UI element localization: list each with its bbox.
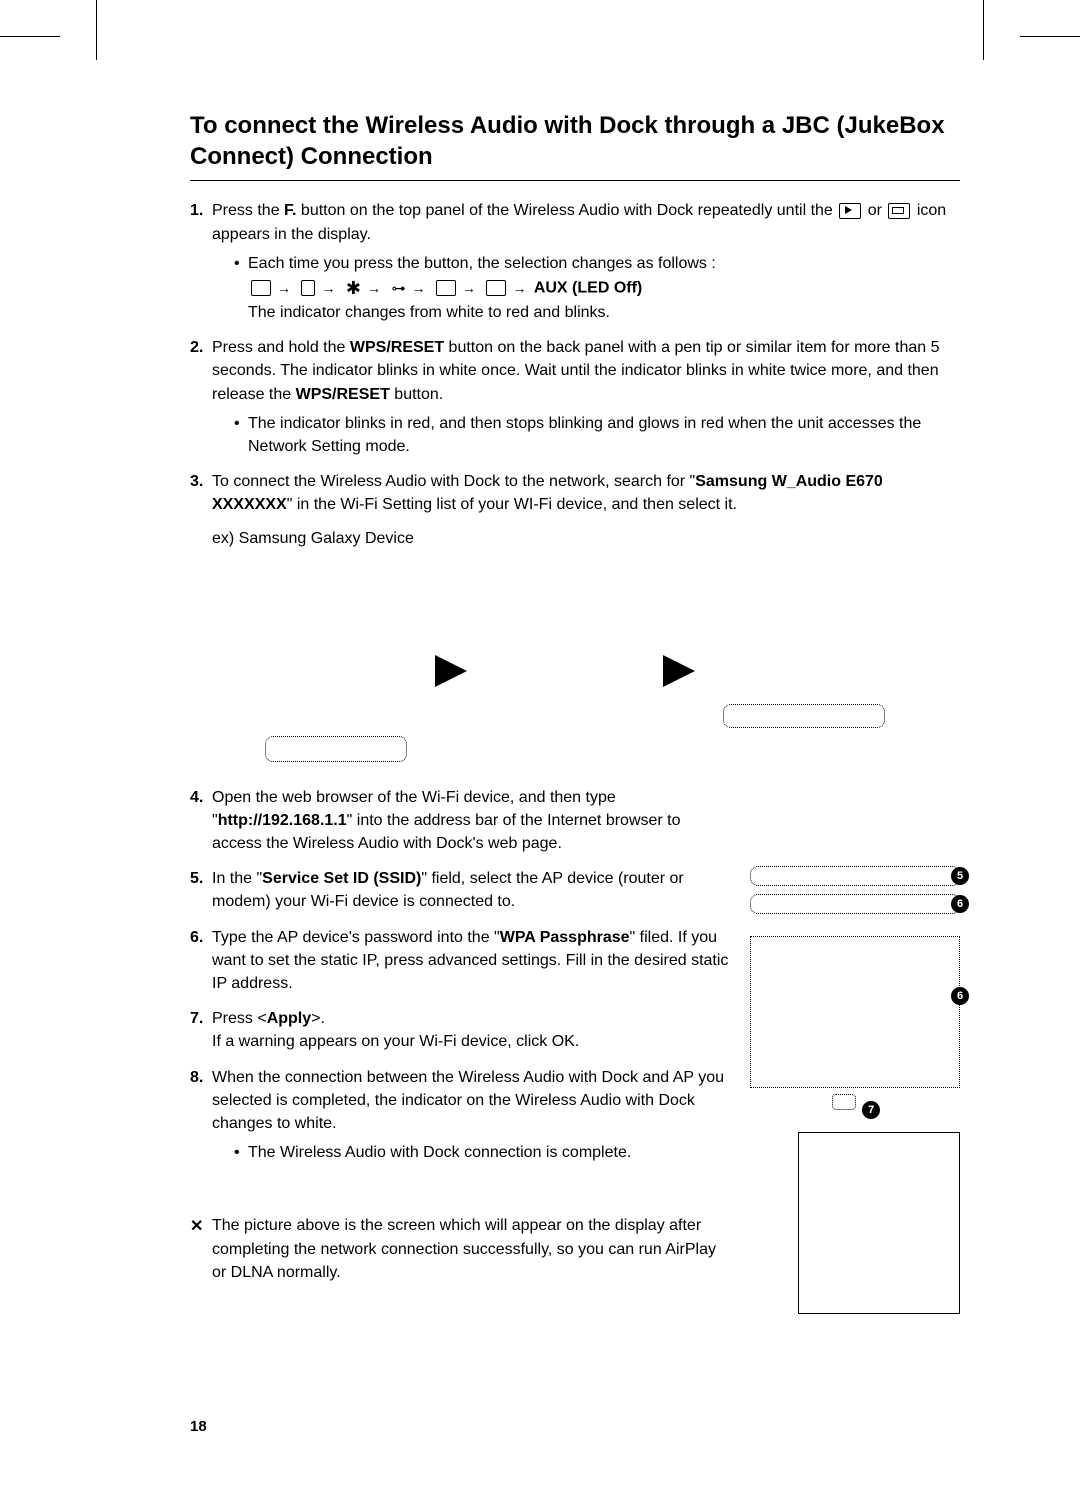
crop-mark: [96, 0, 97, 60]
result-screenshot-box: [798, 1132, 960, 1314]
text: Press <: [212, 1010, 267, 1027]
text: button.: [390, 386, 443, 403]
text: To connect the Wireless Audio with Dock …: [212, 473, 695, 490]
instruction-list: 1. Press the F. button on the top panel …: [190, 199, 960, 549]
mode-icon: [486, 280, 506, 296]
title-rule: [190, 180, 960, 181]
phone-screenshots-row: [190, 580, 960, 762]
arrow-icon: →: [462, 278, 476, 298]
footnote: ✕ The picture above is the screen which …: [190, 1214, 732, 1284]
mode-sequence: → → ✱ → ⊶ → → → AUX (LED Off): [248, 275, 642, 301]
step-6: 6. Type the AP device's password into th…: [190, 926, 732, 996]
manual-page: To connect the Wireless Audio with Dock …: [0, 0, 1080, 1495]
bold-text: WPA Passphrase: [500, 929, 630, 946]
bold-text: F.: [284, 202, 296, 219]
phone-column: [723, 614, 885, 728]
text: The indicator blinks in red, and then st…: [248, 415, 921, 455]
crop-mark: [0, 36, 60, 37]
arrow-icon: →: [321, 278, 335, 298]
phone-screenshot-placeholder: [265, 580, 405, 730]
usb-icon: ⊶: [391, 278, 405, 298]
callout-apply-row: 7: [750, 1094, 960, 1112]
arrow-icon: →: [277, 278, 291, 298]
section-title: To connect the Wireless Audio with Dock …: [190, 110, 960, 172]
bold-text: WPS/RESET: [296, 386, 390, 403]
callout-box-6: 6: [750, 894, 960, 914]
flow-arrow-icon: [663, 655, 695, 687]
apply-button-callout: [832, 1094, 856, 1110]
step-8-sub: The Wireless Audio with Dock connection …: [234, 1141, 732, 1164]
text: In the ": [212, 870, 262, 887]
text: >.: [311, 1010, 325, 1027]
text: " in the Wi-Fi Setting list of your WI-F…: [287, 496, 737, 513]
arrow-icon: →: [367, 278, 381, 298]
text: If a warning appears on your Wi-Fi devic…: [212, 1033, 579, 1050]
step-7: 7. Press <Apply>. If a warning appears o…: [190, 1007, 732, 1053]
dlna-icon: [888, 203, 910, 219]
page-number: 18: [190, 1418, 207, 1435]
airplay-icon: [839, 203, 861, 219]
flow-arrow-icon: [435, 655, 467, 687]
lower-section: 4. Open the web browser of the Wi-Fi dev…: [190, 786, 960, 1314]
step-1-sub: Each time you press the button, the sele…: [234, 252, 960, 324]
note-marker-icon: ✕: [190, 1215, 203, 1238]
callout-badge-5: 5: [951, 867, 969, 885]
text: Press the: [212, 202, 284, 219]
text: button on the top panel of the Wireless …: [296, 202, 837, 219]
bluetooth-icon: ✱: [346, 275, 361, 301]
right-figure-column: 5 6 6 7: [750, 786, 960, 1314]
text: The Wireless Audio with Dock connection …: [248, 1144, 631, 1161]
step-2-sub: The indicator blinks in red, and then st…: [234, 412, 960, 458]
bold-text: Apply: [267, 1010, 311, 1027]
step-4: 4. Open the web browser of the Wi-Fi dev…: [190, 786, 732, 856]
text: Each time you press the button, the sele…: [248, 255, 716, 272]
bold-text: http://192.168.1.1: [218, 812, 347, 829]
mode-icon: [436, 280, 456, 296]
arrow-icon: →: [411, 278, 425, 298]
step-1: 1. Press the F. button on the top panel …: [190, 199, 960, 324]
phone-column: [495, 596, 635, 746]
text: Type the AP device's password into the ": [212, 929, 500, 946]
mode-icon: [251, 280, 271, 296]
arrow-icon: →: [512, 278, 526, 298]
callout-box-5: 5: [750, 866, 960, 886]
step-5: 5. In the "Service Set ID (SSID)" field,…: [190, 867, 732, 913]
step-8: 8. When the connection between the Wirel…: [190, 1066, 732, 1165]
text: AUX (LED Off): [534, 279, 642, 296]
callout-badge-7: 7: [862, 1101, 880, 1119]
phone-screenshot-placeholder: [495, 596, 635, 746]
text: Press and hold the: [212, 339, 350, 356]
step-2: 2. Press and hold the WPS/RESET button o…: [190, 336, 960, 458]
crop-mark: [983, 0, 984, 60]
bold-text: WPS/RESET: [350, 339, 444, 356]
example-label: ex) Samsung Galaxy Device: [212, 527, 960, 550]
text: The indicator changes from white to red …: [248, 304, 610, 321]
callout-badge-6: 6: [951, 987, 969, 1005]
callout-panel: 6: [750, 936, 960, 1088]
phone-column: [265, 580, 407, 762]
callout-badge-6: 6: [951, 895, 969, 913]
mode-icon: [301, 280, 315, 296]
text: The picture above is the screen which wi…: [212, 1217, 716, 1280]
bold-text: Service Set ID (SSID): [262, 870, 421, 887]
dotted-callout: [265, 736, 407, 762]
crop-mark: [1020, 36, 1080, 37]
dotted-callout: [723, 704, 885, 728]
text: or: [863, 202, 886, 219]
text: When the connection between the Wireless…: [212, 1069, 724, 1132]
step-3: 3. To connect the Wireless Audio with Do…: [190, 470, 960, 550]
